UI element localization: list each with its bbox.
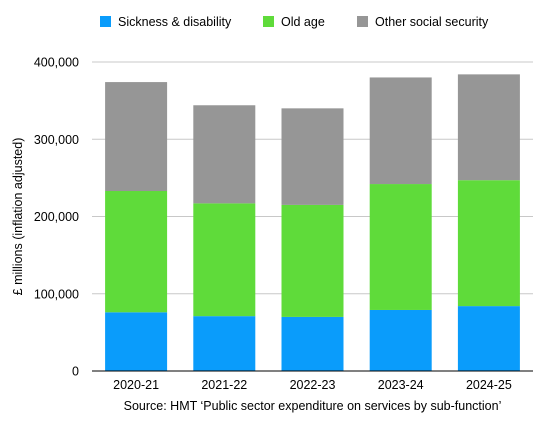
y-axis-ticks: 0 100,000 200,000 300,000 400,000 xyxy=(34,56,79,379)
legend: Sickness & disability Old age Other social… xyxy=(100,15,489,29)
x-category-label: 2020-21 xyxy=(113,378,159,392)
x-category-label: 2024-25 xyxy=(466,378,512,392)
legend-swatch xyxy=(357,16,368,27)
y-tick-label: 200,000 xyxy=(34,210,79,224)
bar-segment xyxy=(193,105,256,204)
legend-swatch xyxy=(263,16,274,27)
y-axis-title: £ millions (inflation adjusted) xyxy=(11,138,25,296)
y-tick-label: 400,000 xyxy=(34,56,79,70)
source-note: Source: HMT ‘Public sector expenditure o… xyxy=(124,399,502,413)
y-tick-label: 0 xyxy=(72,365,79,379)
bar-segment xyxy=(369,184,432,310)
bar-segment xyxy=(369,309,432,371)
bar-segment xyxy=(193,316,256,371)
bar-segment xyxy=(193,203,256,317)
bars xyxy=(105,74,520,371)
legend-label: Old age xyxy=(281,15,325,29)
bar-segment xyxy=(457,306,520,371)
bar-segment xyxy=(457,180,520,307)
bar-segment xyxy=(105,312,168,371)
x-category-label: 2021-22 xyxy=(201,378,247,392)
bar-segment xyxy=(105,191,168,313)
bar-segment xyxy=(369,77,432,185)
bar-segment xyxy=(281,108,344,205)
legend-label: Sickness & disability xyxy=(118,15,232,29)
bar-segment xyxy=(281,316,344,371)
y-tick-label: 300,000 xyxy=(34,133,79,147)
legend-label: Other social security xyxy=(375,15,489,29)
y-tick-label: 100,000 xyxy=(34,287,79,301)
legend-swatch xyxy=(100,16,111,27)
x-category-label: 2022-23 xyxy=(290,378,336,392)
x-category-label: 2023-24 xyxy=(378,378,424,392)
x-axis-categories: 2020-21 2021-22 2022-23 2023-24 2024-25 xyxy=(113,378,512,392)
bar-segment xyxy=(281,204,344,317)
bar-segment xyxy=(105,82,168,192)
bar-segment xyxy=(457,74,520,181)
